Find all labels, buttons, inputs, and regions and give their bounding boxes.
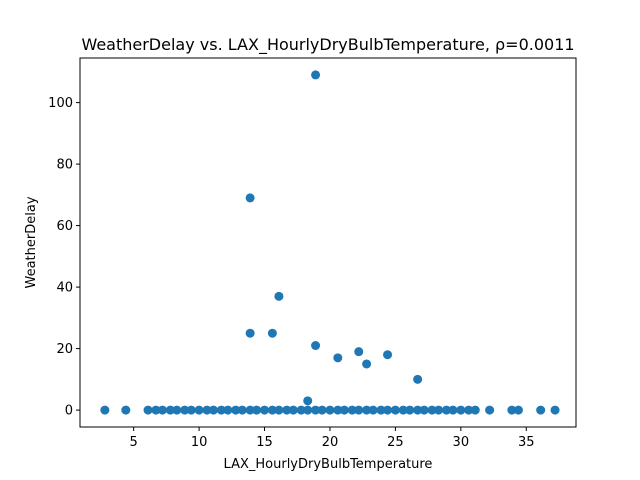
data-point bbox=[383, 350, 393, 360]
data-point bbox=[100, 405, 110, 415]
x-tick-label: 15 bbox=[256, 435, 273, 450]
data-point bbox=[180, 405, 190, 415]
x-tick-label: 20 bbox=[322, 435, 339, 450]
data-point bbox=[186, 405, 196, 415]
data-point bbox=[194, 405, 204, 415]
y-tick-label: 80 bbox=[56, 158, 73, 173]
data-point bbox=[413, 374, 423, 384]
data-point bbox=[274, 405, 284, 415]
data-point bbox=[485, 405, 495, 415]
data-point bbox=[339, 405, 349, 415]
y-axis: 0 20 40 60 80 100 bbox=[48, 96, 80, 419]
data-point bbox=[165, 405, 175, 415]
data-point bbox=[311, 405, 321, 415]
y-tick-label: 60 bbox=[56, 219, 73, 234]
data-point bbox=[419, 405, 429, 415]
data-point bbox=[260, 405, 270, 415]
data-point bbox=[208, 405, 218, 415]
data-point bbox=[282, 405, 292, 415]
data-point bbox=[333, 353, 343, 363]
data-point bbox=[390, 405, 400, 415]
x-tick-label: 10 bbox=[191, 435, 208, 450]
data-point bbox=[398, 405, 408, 415]
data-point bbox=[427, 405, 437, 415]
data-point bbox=[456, 405, 466, 415]
data-point bbox=[223, 405, 233, 415]
data-point bbox=[325, 405, 335, 415]
chart-title: WeatherDelay vs. LAX_HourlyDryBulbTemper… bbox=[81, 35, 574, 55]
data-point bbox=[354, 405, 364, 415]
data-point bbox=[383, 405, 393, 415]
data-point bbox=[311, 341, 321, 351]
data-point bbox=[311, 70, 321, 80]
data-point bbox=[362, 359, 372, 369]
data-point bbox=[536, 405, 546, 415]
data-point bbox=[347, 405, 357, 415]
x-tick-label: 35 bbox=[518, 435, 535, 450]
data-point bbox=[237, 405, 247, 415]
data-point bbox=[362, 405, 372, 415]
y-tick-label: 40 bbox=[56, 281, 73, 296]
data-point bbox=[157, 405, 167, 415]
data-point bbox=[252, 405, 262, 415]
plot-frame bbox=[79, 57, 577, 428]
x-axis: 5 10 15 20 25 30 35 bbox=[130, 427, 535, 450]
data-point bbox=[245, 328, 255, 338]
data-point bbox=[303, 405, 313, 415]
x-axis-label: LAX_HourlyDryBulbTemperature bbox=[224, 457, 433, 472]
data-point bbox=[267, 405, 277, 415]
data-point bbox=[216, 405, 226, 415]
data-point bbox=[507, 405, 517, 415]
x-tick-label: 5 bbox=[130, 435, 138, 450]
y-axis-label: WeatherDelay bbox=[24, 196, 39, 288]
data-point bbox=[333, 405, 343, 415]
data-point bbox=[441, 405, 451, 415]
data-point bbox=[231, 405, 241, 415]
data-point bbox=[267, 328, 277, 338]
data-point bbox=[172, 405, 182, 415]
y-tick-label: 0 bbox=[65, 404, 73, 419]
data-point bbox=[376, 405, 386, 415]
data-point bbox=[288, 405, 298, 415]
data-point bbox=[513, 405, 523, 415]
data-point bbox=[470, 405, 480, 415]
data-point bbox=[121, 405, 131, 415]
data-point bbox=[550, 405, 560, 415]
data-point bbox=[405, 405, 415, 415]
data-point bbox=[317, 405, 327, 415]
y-tick-label: 20 bbox=[56, 342, 73, 357]
data-point bbox=[434, 405, 444, 415]
data-point bbox=[143, 405, 153, 415]
data-point bbox=[202, 405, 212, 415]
data-point bbox=[303, 396, 313, 406]
data-points bbox=[100, 70, 560, 415]
y-tick-label: 100 bbox=[48, 96, 73, 111]
data-point bbox=[296, 405, 306, 415]
data-point bbox=[245, 405, 255, 415]
x-tick-label: 30 bbox=[453, 435, 470, 450]
x-tick-label: 25 bbox=[387, 435, 404, 450]
data-point bbox=[413, 405, 423, 415]
data-point bbox=[245, 193, 255, 203]
data-point bbox=[448, 405, 458, 415]
data-point bbox=[368, 405, 378, 415]
data-point bbox=[464, 405, 474, 415]
data-point bbox=[354, 347, 364, 357]
data-point bbox=[274, 291, 284, 301]
data-point bbox=[151, 405, 161, 415]
